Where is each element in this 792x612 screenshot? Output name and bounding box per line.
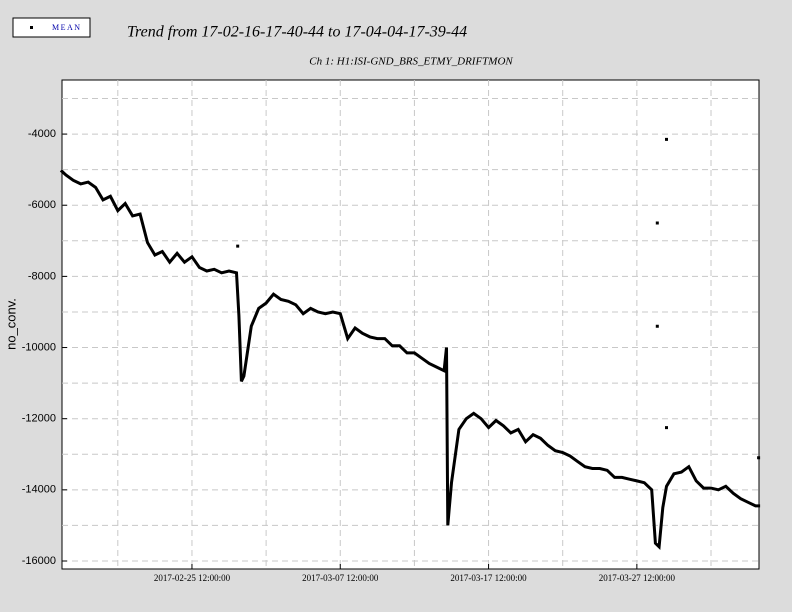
- y-tick-label: -16000: [22, 555, 56, 567]
- y-tick-label: -6000: [28, 199, 56, 211]
- chart-title: Trend from 17-02-16-17-40-44 to 17-04-04…: [127, 24, 467, 41]
- x-tick-label: 2017-03-17 12:00:00: [450, 573, 527, 583]
- plot-area: [61, 79, 760, 570]
- legend-label: MEAN: [52, 23, 82, 32]
- x-tick-label: 2017-03-07 12:00:00: [302, 573, 379, 583]
- y-axis-label: no_conv.: [3, 298, 18, 350]
- data-line: [59, 137, 761, 551]
- y-tick-label: -14000: [22, 484, 56, 496]
- x-tick-label: 2017-02-25 12:00:00: [154, 573, 231, 583]
- grid: [62, 80, 759, 569]
- tick-labels: -16000 -14000 -12000 -10000 -8000 -6000 -4000 2…: [22, 128, 676, 583]
- data: [59, 137, 761, 551]
- y-tick-label: -12000: [22, 413, 56, 425]
- y-tick-label: -4000: [28, 128, 56, 140]
- legend-marker: [30, 26, 33, 29]
- y-tick-label: -10000: [22, 341, 56, 353]
- x-tick-label: 2017-03-27 12:00:00: [599, 573, 676, 583]
- legend-box: [12, 17, 91, 38]
- y-tick-label: -8000: [28, 270, 56, 282]
- chart-subtitle: Ch 1: H1:ISI-GND_BRS_ETMY_DRIFTMON: [309, 56, 513, 68]
